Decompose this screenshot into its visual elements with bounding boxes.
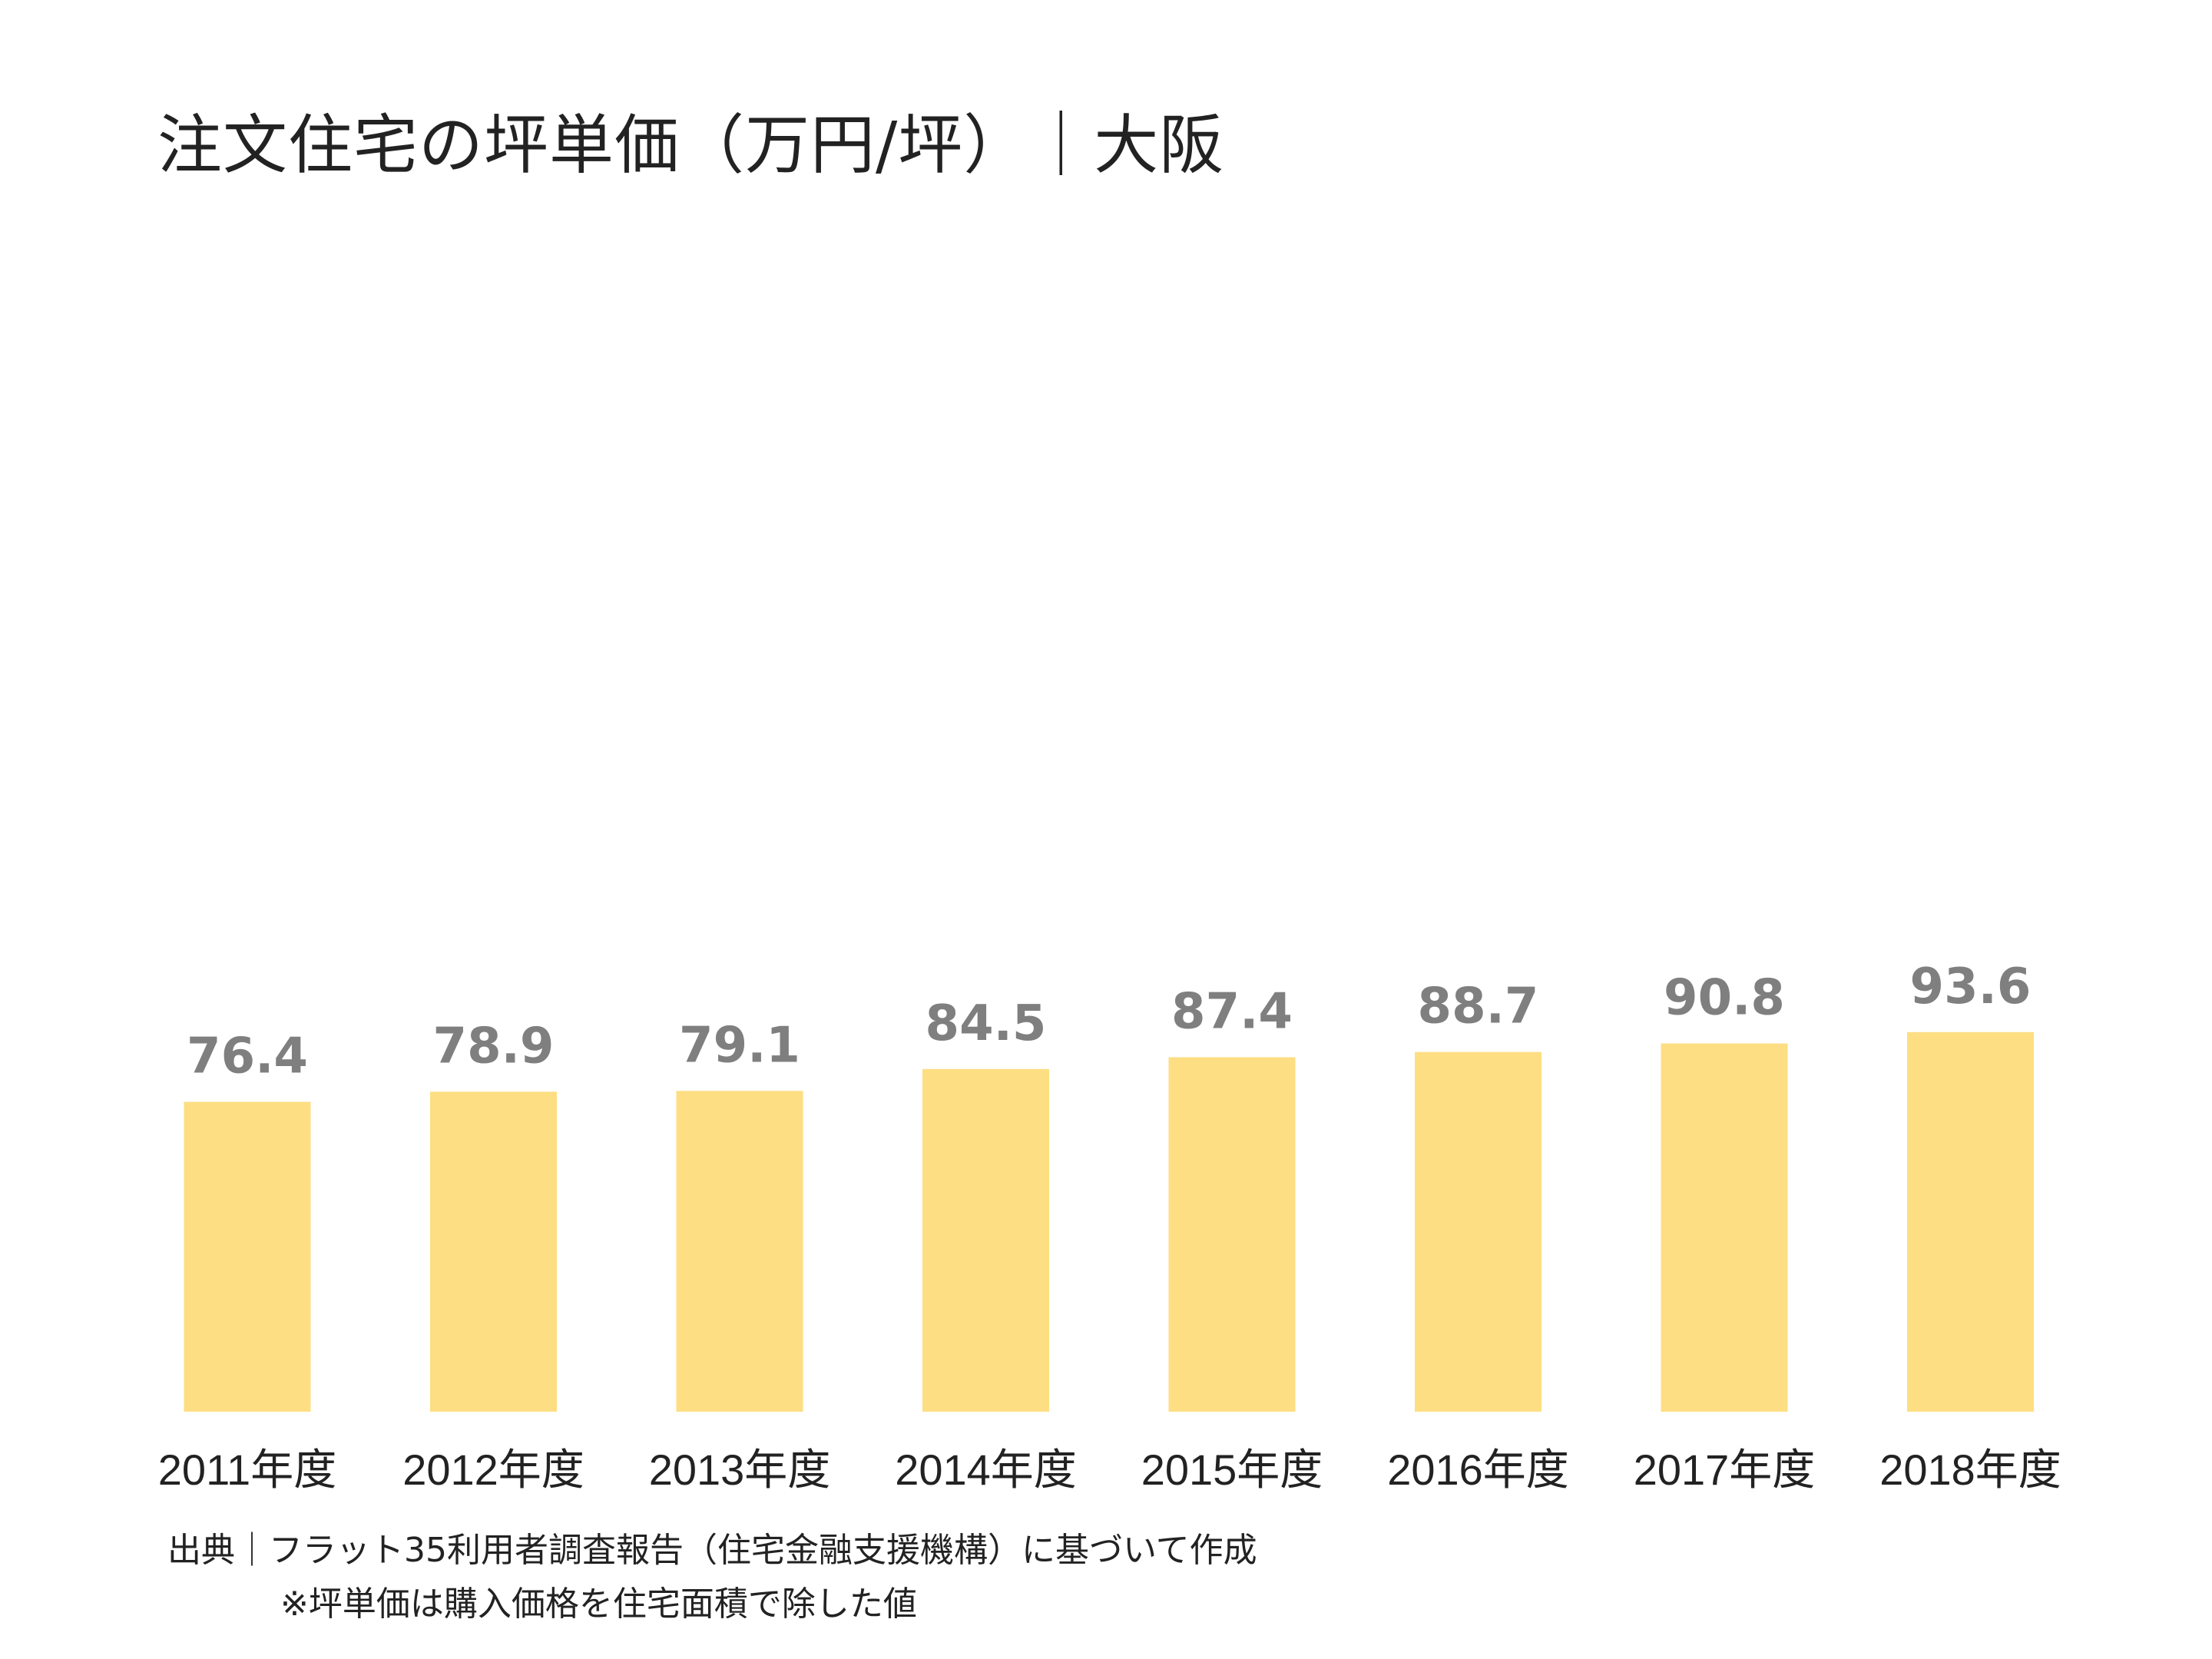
bar-2011年度: [184, 1101, 311, 1412]
chart-title: 注文住宅の坪単価（万円/坪）｜大阪: [157, 108, 1225, 183]
category-label: 2014年度: [895, 1445, 1077, 1494]
bar-2017年度: [1661, 1043, 1788, 1412]
category-label: 2018年度: [1879, 1445, 2061, 1494]
bar-2012年度: [430, 1091, 557, 1412]
value-label: 90.8: [1664, 970, 1785, 1027]
category-label: 2017年度: [1634, 1445, 1816, 1494]
bar-2013年度: [676, 1091, 803, 1412]
value-label: 88.7: [1418, 979, 1539, 1035]
value-label: 87.4: [1171, 984, 1293, 1041]
category-label: 2016年度: [1387, 1445, 1569, 1494]
category-label: 2013年度: [649, 1445, 831, 1494]
category-label: 2011年度: [158, 1445, 336, 1494]
source-note: 出典｜フラット35利用者調査報告（住宅金融支援機構）に基づいて作成: [167, 1531, 1257, 1570]
value-label: 93.6: [1910, 959, 2032, 1015]
value-label: 76.4: [187, 1028, 308, 1085]
footnote: ※坪単価は購入価格を住宅面積で除した値: [280, 1584, 917, 1624]
bar-2018年度: [1907, 1031, 2034, 1412]
value-label: 84.5: [926, 995, 1047, 1052]
value-label: 78.9: [433, 1018, 555, 1075]
bar-2015年度: [1168, 1057, 1296, 1412]
value-label: 79.1: [679, 1017, 800, 1074]
bar-2016年度: [1415, 1051, 1541, 1412]
category-label: 2012年度: [402, 1445, 584, 1494]
category-label: 2015年度: [1141, 1445, 1323, 1494]
bar-2014年度: [922, 1068, 1049, 1412]
